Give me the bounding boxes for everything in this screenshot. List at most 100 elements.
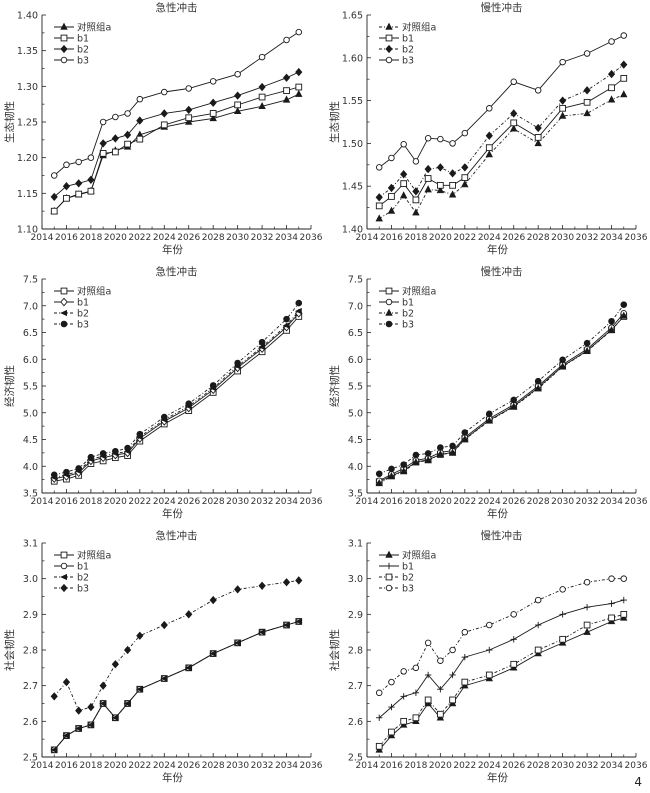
data-point	[75, 179, 83, 188]
data-point	[559, 356, 566, 364]
y-tick-label: 2.8	[23, 646, 38, 657]
data-point	[559, 58, 566, 66]
legend-label: b2	[402, 573, 414, 584]
data-point	[534, 377, 542, 385]
y-tick-label: 1.35	[17, 46, 38, 57]
data-point	[233, 639, 241, 647]
chart-svg: 急性冲击 1.10 1.15 1.20 1.25 1.30 1.35 1.40 2014 2016…	[3, 1, 323, 256]
legend-label: 对照组a	[402, 286, 436, 298]
x-tick-label: 2016	[380, 497, 403, 507]
data-point	[282, 322, 290, 329]
data-point	[583, 578, 591, 586]
data-point	[124, 140, 131, 148]
data-point	[295, 83, 303, 91]
data-point	[412, 689, 420, 696]
data-point	[74, 725, 82, 732]
x-tick-label: 2034	[600, 233, 623, 243]
data-point	[258, 343, 266, 351]
data-point	[448, 169, 457, 178]
legend-marker	[60, 562, 68, 570]
legend-marker	[385, 34, 393, 42]
y-tick-label: 1.40	[17, 11, 38, 22]
data-point	[620, 60, 628, 69]
data-point	[258, 82, 266, 92]
x-tick-label: 2018	[404, 497, 427, 507]
data-point	[62, 182, 71, 191]
data-point	[437, 710, 444, 718]
data-point	[123, 700, 131, 707]
data-point	[436, 163, 444, 172]
data-point	[583, 346, 591, 354]
legend-label: b1	[402, 562, 414, 573]
y-axis-label: 生态韧性	[328, 101, 341, 143]
data-point	[388, 465, 395, 473]
data-point	[486, 621, 493, 629]
chart-title: 慢性冲击	[481, 1, 523, 14]
legend-label: b3	[77, 56, 89, 67]
y-tick-label: 1.60	[342, 53, 363, 64]
x-tick-label: 2016	[55, 497, 78, 507]
legend-marker	[385, 308, 393, 316]
series-line	[53, 621, 299, 751]
x-tick-label: 2034	[275, 497, 298, 507]
data-point	[559, 96, 567, 105]
data-point	[534, 384, 542, 392]
data-point	[510, 109, 518, 118]
data-point	[583, 339, 591, 347]
x-tick-label: 2018	[79, 497, 102, 507]
data-point	[112, 447, 119, 455]
data-point	[461, 174, 469, 181]
x-tick-label: 2014	[356, 497, 379, 507]
data-point	[136, 95, 144, 103]
x-tick-label: 2026	[502, 233, 525, 243]
data-point	[209, 110, 217, 117]
data-point	[400, 461, 407, 468]
data-point	[375, 193, 383, 202]
data-point	[87, 453, 95, 461]
x-tick-label: 2014	[31, 497, 54, 507]
y-tick-label: 5.5	[23, 382, 38, 393]
data-point	[449, 442, 456, 450]
data-point	[400, 170, 408, 179]
x-tick-label: 2024	[478, 233, 501, 243]
chart-eco-acute: 急性冲击 1.10 1.15 1.20 1.25 1.30 1.35 1.40 2014 2016…	[0, 0, 325, 264]
data-point	[583, 621, 591, 629]
data-point	[135, 686, 143, 693]
data-point	[436, 186, 445, 194]
data-point	[185, 117, 193, 125]
data-point	[424, 175, 432, 182]
data-point	[486, 646, 493, 654]
x-tick-label: 2020	[429, 497, 452, 507]
data-point	[510, 660, 518, 668]
legend-label: b3	[77, 584, 89, 595]
data-point	[282, 95, 291, 103]
data-point	[437, 181, 444, 189]
legend-label: b3	[402, 584, 414, 595]
data-point	[583, 627, 591, 635]
y-tick-label: 1.30	[17, 82, 38, 93]
data-point	[75, 158, 82, 166]
legend-label: b3	[402, 56, 414, 67]
data-point	[136, 430, 144, 438]
x-tick-label: 2026	[177, 761, 200, 771]
data-point	[375, 470, 383, 478]
data-point	[437, 444, 444, 451]
data-point	[461, 628, 469, 636]
y-tick-label: 1.65	[342, 11, 363, 22]
y-tick-label: 1.25	[17, 118, 38, 129]
data-point	[209, 595, 217, 605]
legend-marker	[60, 22, 68, 30]
y-tick-label: 3.5	[348, 489, 363, 500]
data-point	[99, 118, 107, 126]
data-point	[295, 89, 303, 97]
data-point	[534, 646, 542, 654]
data-point	[388, 678, 395, 686]
x-tick-label: 2014	[31, 761, 54, 771]
y-tick-label: 2.7	[348, 681, 363, 692]
legend-marker	[60, 583, 68, 593]
data-point	[437, 686, 444, 693]
series-0	[375, 90, 628, 222]
data-point	[449, 646, 456, 654]
legend-label: b1	[402, 34, 414, 45]
